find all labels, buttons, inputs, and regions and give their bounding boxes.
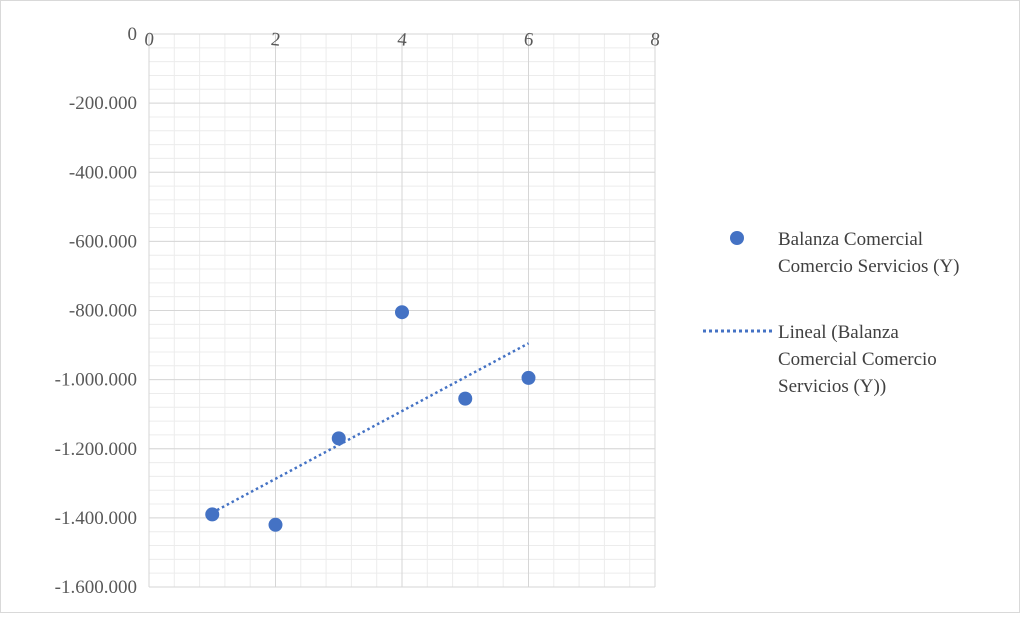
y-axis-tick-labels: 0 -200.000 -400.000 -600.000 -800.000 -1.000.… — [55, 24, 137, 598]
x-tick-label: 4 — [396, 29, 408, 51]
x-tick-label: 8 — [649, 29, 661, 51]
data-point — [458, 391, 473, 406]
y-tick-label: -800.000 — [69, 301, 137, 322]
y-tick-label: -400.000 — [69, 162, 137, 183]
legend-item-series: Balanza Comercial Comercio Servicios (Y) — [730, 229, 960, 277]
svg-text:Balanza Comercial Co: Balanza Comercial Comercio Servicios (Y) — [778, 229, 960, 277]
y-tick-label: -1.600.000 — [55, 577, 137, 598]
trendline — [211, 342, 530, 514]
y-tick-label: -1.400.000 — [55, 508, 137, 529]
legend-label-line: Balanza Comercial — [778, 229, 923, 250]
y-tick-label: -1.200.000 — [55, 439, 137, 460]
data-point — [395, 305, 409, 320]
legend-label-line: Servicios (Y)) — [778, 376, 886, 397]
x-axis-tick-labels: 0 2 4 6 8 — [143, 29, 661, 51]
legend-label-line: Comercio Servicios (Y) — [778, 256, 960, 277]
legend: Balanza Comercial Comercio Servicios (Y)… — [703, 229, 960, 397]
y-tick-label: 0 — [128, 24, 138, 45]
trendline-group — [211, 342, 530, 514]
legend-marker-circle — [730, 231, 744, 245]
y-tick-label: -1.000.000 — [55, 370, 137, 391]
data-point — [331, 431, 346, 446]
legend-label-line: Lineal (Balanza — [778, 322, 899, 343]
y-tick-label: -200.000 — [69, 93, 137, 114]
data-point — [205, 507, 220, 522]
data-point — [268, 517, 283, 532]
x-tick-label: 0 — [143, 29, 155, 51]
legend-item-trendline: Lineal (Balanza Comercial Comercio Servi… — [703, 322, 942, 397]
legend-label-line: Comercial Comercio — [778, 349, 937, 370]
data-points — [205, 305, 536, 532]
y-tick-label: -600.000 — [69, 231, 137, 252]
svg-text:Lineal (Balanza Come: Lineal (Balanza Comercial Comercio Servi… — [778, 322, 942, 397]
x-tick-label: 2 — [270, 29, 282, 51]
major-gridlines — [148, 33, 656, 588]
x-tick-label: 6 — [523, 29, 535, 51]
data-point — [521, 370, 536, 385]
